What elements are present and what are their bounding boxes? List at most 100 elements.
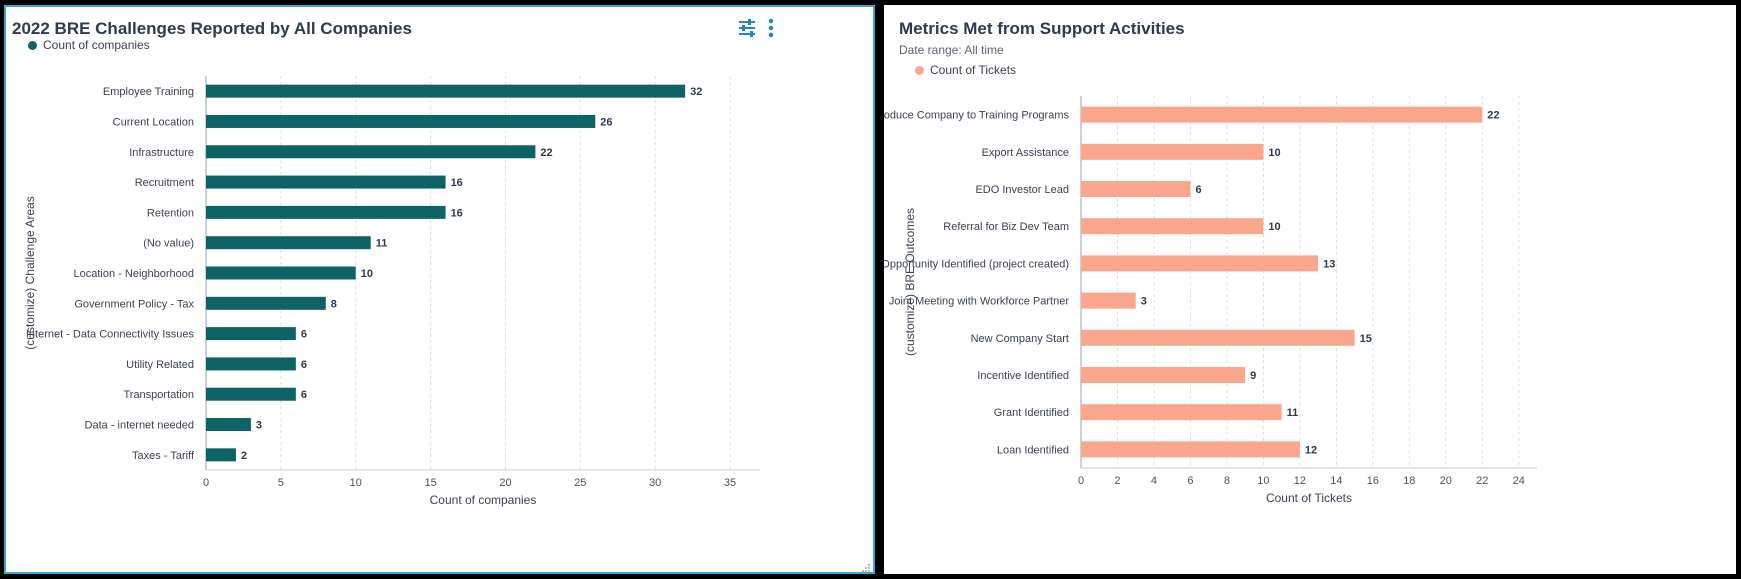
- y-tick-label: Utility Related: [126, 359, 194, 371]
- y-tick-label: Expansion Opportunity Identified (projec…: [884, 258, 1069, 270]
- data-label: 16: [451, 207, 463, 219]
- bar: [206, 357, 296, 371]
- bar: [206, 236, 371, 250]
- y-axis-title: (customize) Challenge Areas: [23, 196, 37, 349]
- y-tick-label: Incentive Identified: [977, 370, 1069, 382]
- bar: [206, 84, 686, 98]
- x-tick-label: 15: [424, 477, 436, 489]
- more-vertical-icon[interactable]: [766, 18, 776, 38]
- data-label: 11: [376, 238, 388, 250]
- data-label: 13: [1323, 258, 1335, 270]
- y-tick-label: Government Policy - Tax: [74, 298, 194, 310]
- y-tick-label: Retention: [147, 207, 194, 219]
- data-label: 6: [301, 389, 307, 401]
- x-tick-label: 25: [574, 477, 586, 489]
- bar: [1081, 329, 1355, 346]
- x-tick-label: 8: [1224, 475, 1230, 487]
- y-tick-label: Data - internet needed: [85, 420, 194, 432]
- x-tick-label: 10: [1257, 475, 1269, 487]
- x-tick-label: 5: [278, 477, 284, 489]
- date-range: Date range: All time: [899, 43, 1004, 57]
- x-tick-label: 30: [649, 477, 661, 489]
- y-tick-label: Export Assistance: [982, 147, 1069, 159]
- right-chart-title: Metrics Met from Support Activities: [899, 19, 1185, 38]
- left-legend[interactable]: Count of companies: [28, 38, 150, 52]
- left-chart-title: 2022 BRE Challenges Reported by All Comp…: [12, 19, 412, 38]
- bar: [206, 205, 446, 219]
- bar: [206, 418, 251, 432]
- data-label: 12: [1305, 444, 1317, 456]
- data-label: 2: [241, 450, 247, 462]
- bar: [1081, 218, 1264, 235]
- data-label: 6: [301, 359, 307, 371]
- y-tick-label: Transportation: [123, 389, 194, 401]
- data-label: 3: [256, 420, 262, 432]
- y-tick-label: Introduce Company to Training Programs: [884, 110, 1069, 122]
- data-label: 26: [600, 116, 612, 128]
- data-label: 22: [1487, 110, 1499, 122]
- right-chart-panel[interactable]: Metrics Met from Support Activities Date…: [884, 5, 1736, 574]
- y-tick-label: Infrastructure: [129, 147, 194, 159]
- bar: [206, 114, 596, 128]
- data-label: 10: [1268, 147, 1280, 159]
- x-tick-label: 4: [1151, 475, 1157, 487]
- data-label: 32: [690, 86, 702, 98]
- bar: [206, 266, 356, 280]
- data-label: 10: [361, 268, 373, 280]
- data-label: 15: [1360, 333, 1372, 345]
- right-legend-label: Count of Tickets: [930, 63, 1017, 77]
- bar: [1081, 143, 1264, 160]
- data-label: 10: [1268, 221, 1280, 233]
- left-chart-panel[interactable]: 2022 BRE Challenges Reported by All Comp…: [4, 5, 875, 574]
- x-tick-label: 16: [1367, 475, 1379, 487]
- bar: [1081, 106, 1483, 123]
- data-label: 11: [1287, 407, 1299, 419]
- x-tick-label: 2: [1114, 475, 1120, 487]
- data-label: 6: [1195, 184, 1201, 196]
- bar: [1081, 441, 1300, 458]
- y-tick-label: EDO Investor Lead: [975, 184, 1069, 196]
- y-tick-label: Loan Identified: [997, 444, 1069, 456]
- x-tick-label: 35: [724, 477, 736, 489]
- y-tick-label: (No value): [143, 238, 194, 250]
- x-tick-label: 20: [1440, 475, 1452, 487]
- x-axis-title: Count of companies: [430, 493, 537, 507]
- bar: [206, 448, 236, 462]
- date-range-value: All time: [964, 43, 1004, 57]
- data-label: 22: [540, 147, 552, 159]
- bar: [206, 387, 296, 401]
- data-label: 8: [331, 298, 337, 310]
- resize-handle-icon[interactable]: [861, 560, 871, 572]
- left-legend-label: Count of companies: [43, 38, 150, 52]
- bar: [206, 327, 296, 341]
- y-tick-label: Recruitment: [135, 177, 194, 189]
- bar: [206, 145, 536, 159]
- data-label: 6: [301, 329, 307, 341]
- y-tick-label: Employee Training: [103, 86, 194, 98]
- data-label: 16: [451, 177, 463, 189]
- x-tick-label: 24: [1513, 475, 1525, 487]
- sliders-icon[interactable]: [737, 19, 757, 37]
- right-legend[interactable]: Count of Tickets: [915, 63, 1016, 77]
- x-tick-label: 0: [1078, 475, 1084, 487]
- x-tick-label: 6: [1187, 475, 1193, 487]
- x-tick-label: 0: [203, 477, 209, 489]
- x-axis-title: Count of Tickets: [1266, 491, 1352, 505]
- y-axis-title: (customize) BRE Outcomes: [903, 208, 917, 356]
- x-tick-label: 20: [499, 477, 511, 489]
- data-label: 9: [1250, 370, 1256, 382]
- bar: [1081, 367, 1246, 383]
- y-tick-label: Location - Neighborhood: [74, 268, 194, 280]
- y-tick-label: Referral for Biz Dev Team: [943, 221, 1069, 233]
- y-tick-label: Internet - Data Connectivity Issues: [26, 329, 195, 341]
- y-tick-label: Taxes - Tariff: [132, 450, 195, 462]
- legend-dot: [915, 65, 924, 75]
- y-tick-label: Grant Identified: [994, 407, 1069, 419]
- bar: [1081, 292, 1136, 309]
- date-range-label: Date range:: [899, 43, 962, 57]
- x-tick-label: 12: [1294, 475, 1306, 487]
- y-tick-label: Joint Meeting with Workforce Partner: [889, 296, 1069, 308]
- bar: [1081, 181, 1191, 197]
